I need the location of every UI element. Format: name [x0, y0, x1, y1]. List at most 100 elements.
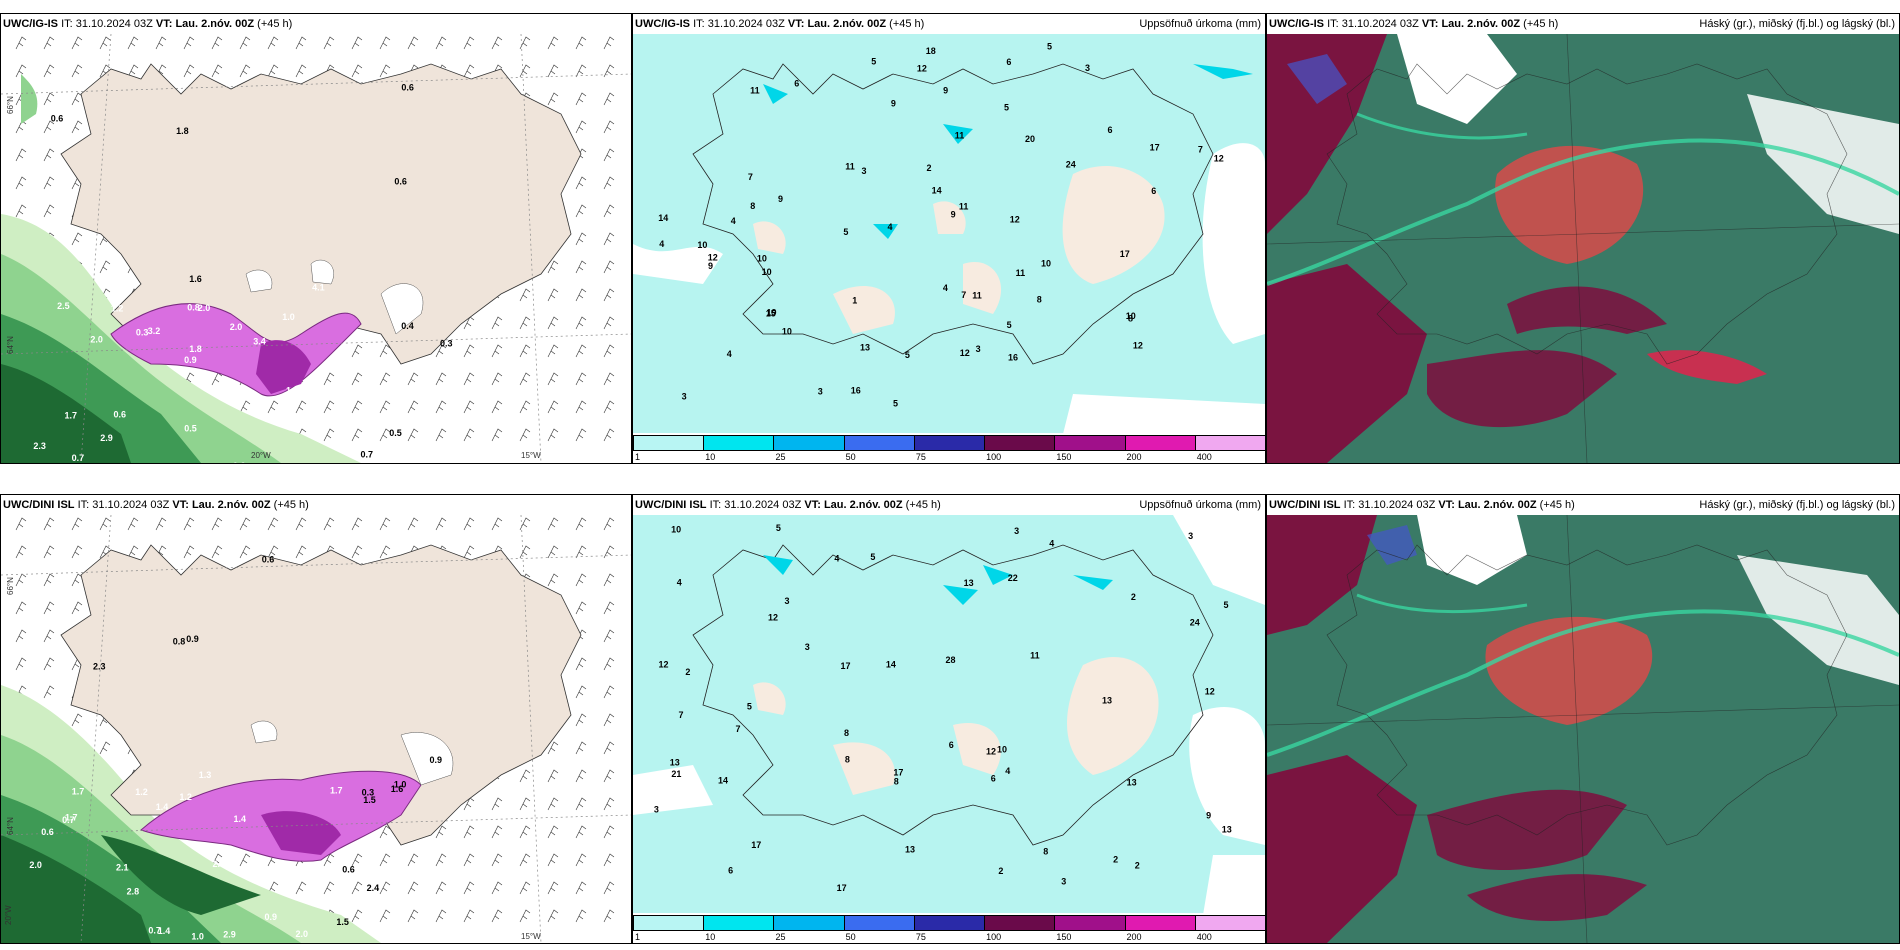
- value-label: 7: [1198, 145, 1203, 155]
- wind-barb: [575, 769, 587, 783]
- wind-barb: [43, 545, 55, 559]
- wind-barb: [379, 853, 391, 867]
- value-label: 5: [870, 552, 875, 562]
- model-name: UWC/IG-IS: [3, 18, 58, 30]
- value-label: 3: [1014, 526, 1019, 536]
- wind-barb: [491, 428, 503, 442]
- wind-barb: [211, 545, 223, 559]
- value-label: 5: [905, 350, 910, 360]
- value-label: 2.0: [296, 929, 309, 939]
- value-label: 0.7: [361, 450, 374, 460]
- value-label: 3: [785, 596, 790, 606]
- wind-barb: [323, 400, 335, 414]
- wind-barb: [323, 36, 335, 50]
- wind-barb: [183, 64, 195, 78]
- wind-barb: [603, 741, 615, 755]
- value-label: 2: [685, 667, 690, 677]
- wind-barb: [575, 657, 587, 671]
- wind-barb: [547, 881, 559, 895]
- wind-barb: [407, 881, 419, 895]
- colorbar-swatch: [843, 435, 915, 451]
- wind-barb: [463, 344, 475, 358]
- wind-barb: [603, 232, 615, 246]
- wind-barb: [71, 601, 83, 615]
- precip-values: 4366791019172410188955121415161612911141…: [658, 42, 1224, 409]
- panel-precip-bottom: UWC/DINI ISL IT: 31.10.2024 03Z VT: Lau.…: [632, 494, 1266, 944]
- value-label: 0.8: [173, 637, 186, 647]
- valid-time: Lau. 2.nóv. 00Z: [1457, 499, 1537, 511]
- value-label: 6: [728, 865, 733, 875]
- wind-barb: [407, 428, 419, 442]
- wind-barb: [519, 853, 531, 867]
- wind-barb: [379, 909, 391, 923]
- model-name: UWC/DINI ISL: [3, 499, 75, 511]
- lead-time: (+45 h): [1523, 18, 1559, 30]
- wind-barb: [603, 148, 615, 162]
- wind-barb: [519, 400, 531, 414]
- lead-time: (+45 h): [905, 499, 941, 511]
- colorbar-tick: 150: [1056, 932, 1072, 942]
- lon-label: 15°W: [521, 451, 541, 460]
- wind-barb: [183, 517, 195, 531]
- wind-barb: [239, 64, 251, 78]
- wind-barb: [463, 372, 475, 386]
- field-title: Háský (gr.), miðský (fj.bl.) og lágský (…: [1699, 499, 1895, 511]
- wind-barb: [463, 853, 475, 867]
- wind-barb: [407, 36, 419, 50]
- value-label: 2: [998, 866, 1003, 876]
- wind-barb: [295, 64, 307, 78]
- wind-barb: [407, 909, 419, 923]
- vt-label: VT:: [787, 18, 805, 30]
- it-label: IT:: [61, 18, 73, 30]
- wind-barb: [435, 853, 447, 867]
- wind-barb: [435, 372, 447, 386]
- wind-barb: [575, 713, 587, 727]
- value-label: 0.3: [136, 328, 149, 338]
- value-label: 10: [762, 267, 772, 277]
- wind-barb: [603, 36, 615, 50]
- value-label: 0.3: [362, 788, 375, 798]
- wind-barb: [351, 372, 363, 386]
- wind-barb: [603, 344, 615, 358]
- wind-barb: [575, 400, 587, 414]
- value-label: 0.8: [187, 303, 200, 313]
- value-label: 10: [782, 327, 792, 337]
- value-label: 2: [1135, 861, 1140, 871]
- valid-time: Lau. 2.nóv. 00Z: [807, 18, 887, 30]
- iceland-land: [60, 63, 582, 365]
- value-label: 3.4: [253, 336, 266, 346]
- wind-barb: [463, 909, 475, 923]
- wind-barb: [43, 629, 55, 643]
- wind-barb: [407, 372, 419, 386]
- wind-barb: [407, 853, 419, 867]
- value-label: 4: [727, 349, 732, 359]
- value-label: 0.5: [389, 428, 402, 438]
- value-label: 8: [845, 754, 850, 764]
- field-title: Uppsöfnuð úrkoma (mm): [1139, 499, 1261, 511]
- value-label: 13: [670, 757, 680, 767]
- colorbar-tick: 100: [986, 452, 1002, 462]
- wind-barb: [323, 428, 335, 442]
- value-label: 11: [845, 162, 855, 172]
- wind-barb: [71, 232, 83, 246]
- value-label: 0.4: [401, 321, 414, 331]
- colorbar-tick: 200: [1126, 932, 1142, 942]
- model-name: UWC/IG-IS: [1269, 18, 1324, 30]
- value-label: 13: [905, 845, 915, 855]
- colorbar-tick: 75: [915, 452, 926, 462]
- value-label: 14: [718, 775, 728, 785]
- wind-barb: [43, 120, 55, 134]
- wind-barb: [15, 64, 27, 78]
- lead-time: (+45 h): [889, 18, 925, 30]
- wind-barb: [603, 573, 615, 587]
- value-label: 7: [748, 172, 753, 182]
- value-label: 14: [886, 659, 896, 669]
- colorbar-swatch: [843, 915, 915, 931]
- init-time: 31.10.2024 03Z: [92, 499, 170, 511]
- colorbar-swatch: [773, 915, 845, 931]
- wind-barb: [491, 36, 503, 50]
- value-label: 4: [731, 216, 736, 226]
- colorbar-swatch: [1054, 915, 1126, 931]
- vt-label: VT:: [1421, 18, 1439, 30]
- value-label: 0.3: [440, 339, 453, 349]
